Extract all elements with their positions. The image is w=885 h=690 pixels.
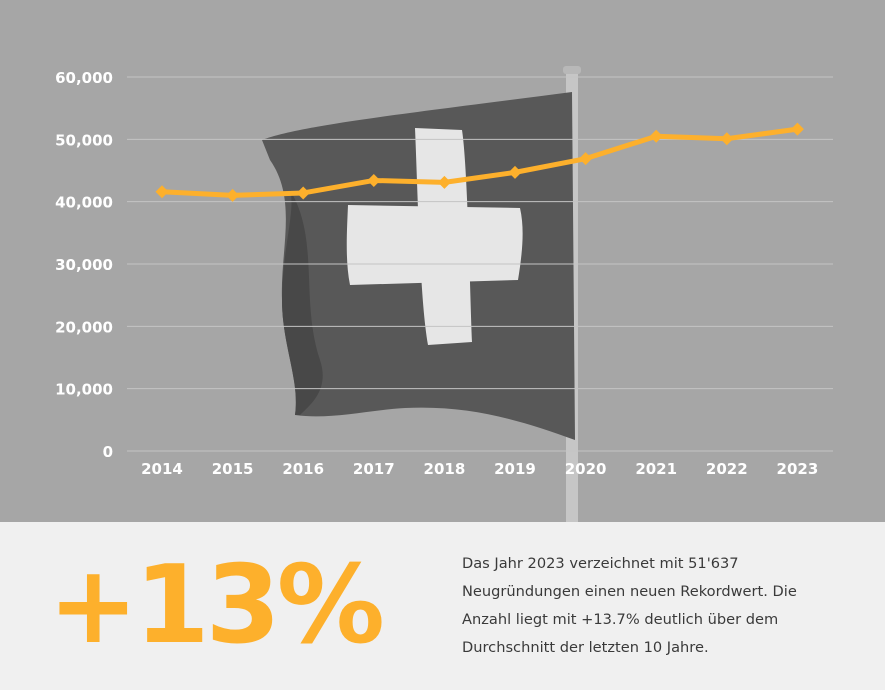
flagpole-top [563,66,581,74]
y-tick-label: 30,000 [55,256,113,274]
y-tick-label: 10,000 [55,381,113,399]
y-tick-label: 0 [103,443,113,461]
x-tick-label: 2014 [141,460,183,478]
y-tick-label: 60,000 [55,69,113,87]
x-tick-label: 2015 [212,460,254,478]
data-point-marker [296,186,310,200]
data-point-marker [226,188,240,202]
data-point-marker [649,129,663,143]
x-tick-label: 2020 [565,460,607,478]
y-axis-ticks: 0 10,000 20,000 30,000 40,000 50,000 60,000 [55,69,113,461]
series-line [155,122,804,202]
x-tick-label: 2019 [494,460,536,478]
summary-panel: +13% Das Jahr 2023 verzeichnet mit 51'63… [0,522,885,690]
y-tick-label: 50,000 [55,131,113,149]
data-point-marker [155,185,169,199]
y-tick-label: 40,000 [55,194,113,212]
data-point-marker [790,122,804,136]
flag-cloth-fold [282,190,323,415]
x-tick-label: 2017 [353,460,395,478]
data-point-marker [720,132,734,146]
y-tick-label: 20,000 [55,318,113,336]
growth-stat: +13% [48,543,385,668]
data-point-marker [437,175,451,189]
line-chart: 0 10,000 20,000 30,000 40,000 50,000 60,000 20… [55,66,833,522]
x-tick-label: 2023 [777,460,819,478]
flag-cross-horizontal [346,205,523,285]
x-tick-label: 2016 [282,460,324,478]
data-point-marker [367,173,381,187]
series-polyline [159,126,800,198]
x-tick-label: 2018 [424,460,466,478]
data-point-marker [508,165,522,179]
grid-lines [127,76,833,452]
chart-panel: 0 10,000 20,000 30,000 40,000 50,000 60,000 20… [0,0,885,522]
x-axis-ticks: 2014 2015 2016 2017 2018 2019 2020 2021 2022 2023 [141,460,818,478]
data-point-marker [579,152,593,166]
x-tick-label: 2021 [635,460,677,478]
summary-text: Das Jahr 2023 verzeichnet mit 51'637 Neu… [462,555,797,656]
flag-background-image [262,66,581,522]
x-tick-label: 2022 [706,460,748,478]
